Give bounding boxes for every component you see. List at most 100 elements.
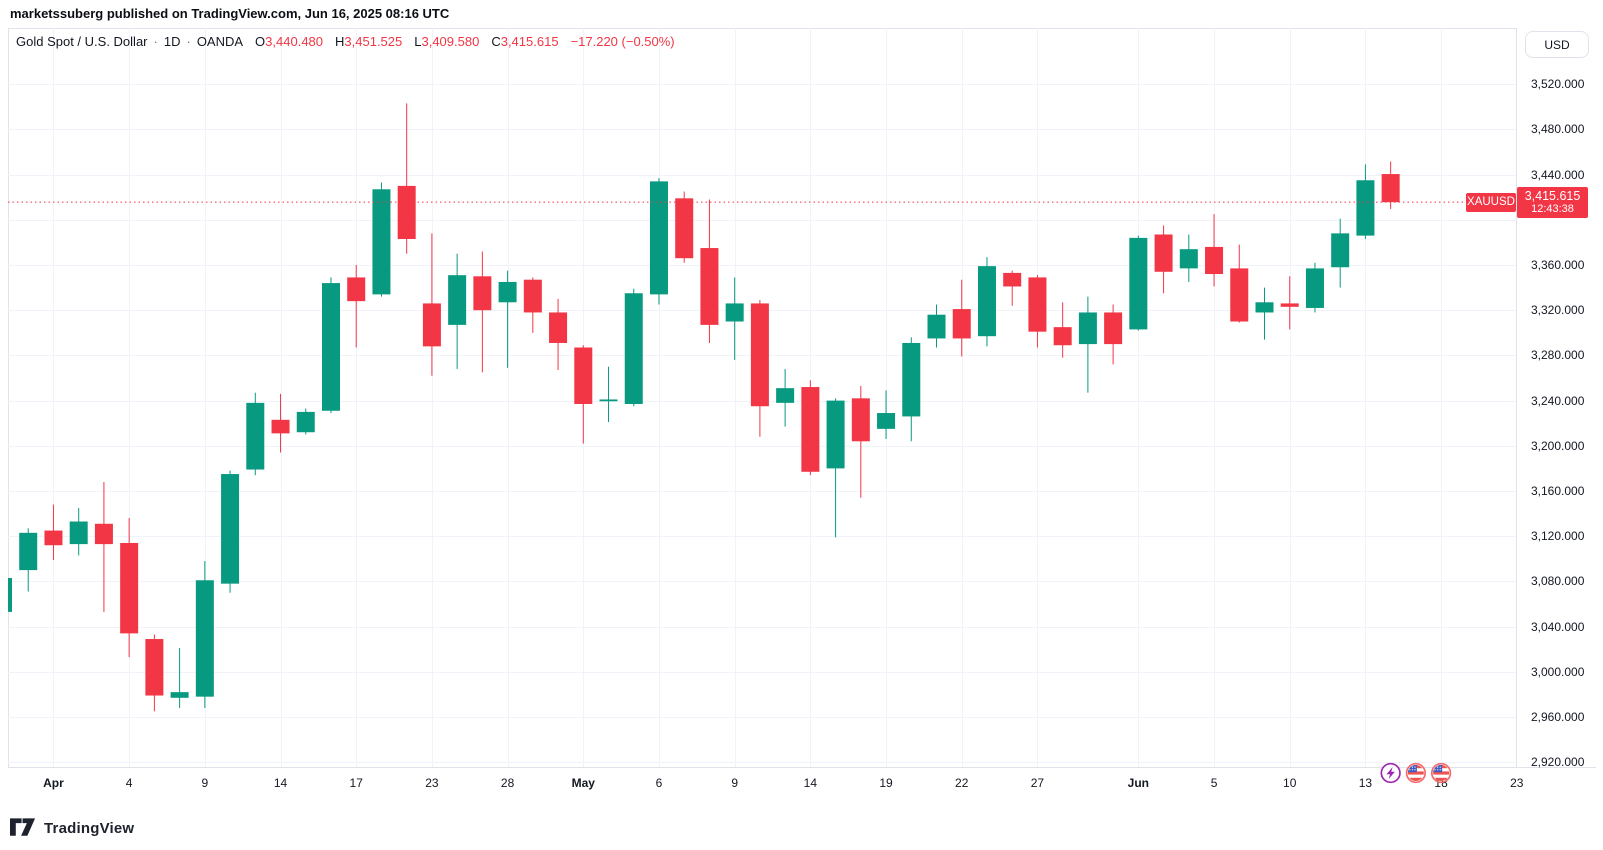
candle [1356, 164, 1375, 240]
candle-body [1381, 174, 1400, 203]
candle-body [700, 248, 719, 325]
candle-body [195, 580, 214, 697]
time-axis-label: 13 [1358, 776, 1373, 790]
candle-body [1331, 233, 1350, 268]
time-axis-label: 27 [1030, 776, 1045, 790]
candle [776, 368, 795, 427]
candle [246, 392, 265, 476]
candle-body [1078, 312, 1097, 345]
candle [523, 277, 542, 333]
time-axis-label: 19 [879, 776, 893, 790]
candlestick-chart[interactable] [8, 28, 1516, 767]
candle [649, 177, 668, 305]
time-axis-label: 23 [425, 776, 439, 790]
tradingview-brand-text: TradingView [44, 819, 135, 837]
candle-body [347, 277, 366, 302]
time-axis-label: Apr [43, 776, 64, 790]
candle [902, 337, 921, 442]
price-axis-label: 3,520.000 [1531, 77, 1585, 92]
candle-body [246, 402, 265, 470]
candle-body [44, 530, 63, 546]
candle [700, 199, 719, 343]
candle [120, 518, 139, 658]
time-axis-label: 28 [500, 776, 515, 790]
candle-body [397, 185, 416, 240]
candle [977, 257, 996, 347]
candle [1078, 296, 1097, 393]
time-axis-label: 17 [349, 776, 363, 790]
candle-body [902, 342, 921, 417]
economic-event-lightning-icon[interactable] [1380, 762, 1401, 784]
candle-body [271, 419, 290, 434]
candle [1230, 244, 1249, 323]
price-tag-symbol: XAUUSD [1466, 192, 1516, 212]
candle [851, 385, 870, 498]
candle [1104, 304, 1123, 365]
candle [195, 561, 214, 708]
candle-body [1104, 312, 1123, 345]
candle [221, 470, 240, 593]
time-axis[interactable]: Apr 4 9 14 17 23 28 May 6 9 14 19 22 27 Jun 5 10 13 18 23 [8, 767, 1596, 799]
candle-body [776, 388, 795, 403]
price-axis-label: 3,160.000 [1531, 484, 1585, 498]
price-axis[interactable]: USD 3,520.000 3,480.000 3,440.000 3,360.000… [1516, 28, 1596, 769]
candle-body [1280, 303, 1299, 307]
time-axis-label: 14 [803, 776, 818, 790]
candle-body [145, 639, 164, 696]
candle-body [170, 692, 189, 698]
time-axis-label: Jun [1127, 776, 1150, 790]
price-axis-label: 3,360.000 [1531, 258, 1585, 272]
candle [473, 251, 492, 373]
price-axis-label: 3,200.000 [1531, 438, 1585, 453]
currency-button[interactable]: USD [1525, 31, 1589, 58]
candle-body [927, 314, 946, 339]
candle [296, 408, 315, 435]
time-axis-label: 14 [273, 776, 288, 790]
footer: TradingView [10, 818, 134, 838]
candle [877, 390, 896, 440]
us-economic-event-flag-icon[interactable] [1405, 762, 1427, 784]
candle-body [952, 309, 971, 339]
candle-body [826, 400, 845, 469]
candle [725, 277, 744, 360]
candle [498, 270, 517, 368]
candle-body [1154, 234, 1173, 272]
candle-body [372, 189, 391, 295]
candle [422, 233, 441, 376]
candle-body [624, 293, 643, 404]
candle-body [422, 303, 441, 347]
candle-body [977, 266, 996, 337]
candle [1053, 302, 1072, 358]
candle [952, 279, 971, 357]
time-axis-label: 10 [1283, 776, 1297, 790]
candle [397, 103, 416, 254]
candle-body [120, 542, 139, 634]
candle-body [8, 578, 12, 612]
candle-body [1230, 268, 1249, 322]
us-economic-event-flag-icon[interactable] [1430, 762, 1452, 784]
candle-body [473, 276, 492, 311]
candle [750, 300, 769, 437]
price-axis-label: 3,040.000 [1531, 619, 1585, 634]
time-axis-label: May [571, 776, 595, 790]
candle [1381, 161, 1400, 209]
candle [1129, 235, 1148, 331]
ohlc-open: O3,440.480 [255, 34, 324, 49]
candle [19, 528, 38, 592]
candle [321, 277, 340, 414]
candle [372, 182, 391, 297]
candle [1154, 225, 1173, 294]
candle-body [296, 411, 315, 433]
symbol-title[interactable]: Gold Spot / U.S. Dollar [16, 34, 148, 49]
candle-body [498, 281, 517, 303]
candle [624, 288, 643, 407]
candle-body [69, 521, 88, 545]
time-axis-label: 23 [1510, 776, 1524, 790]
candle [271, 393, 290, 453]
candle-body [523, 279, 542, 313]
ohlc-close: C3,415.615 [491, 34, 559, 49]
ohlc-high: H3,451.525 [335, 34, 403, 49]
legend-separator: · [153, 34, 158, 49]
candle [145, 634, 164, 712]
